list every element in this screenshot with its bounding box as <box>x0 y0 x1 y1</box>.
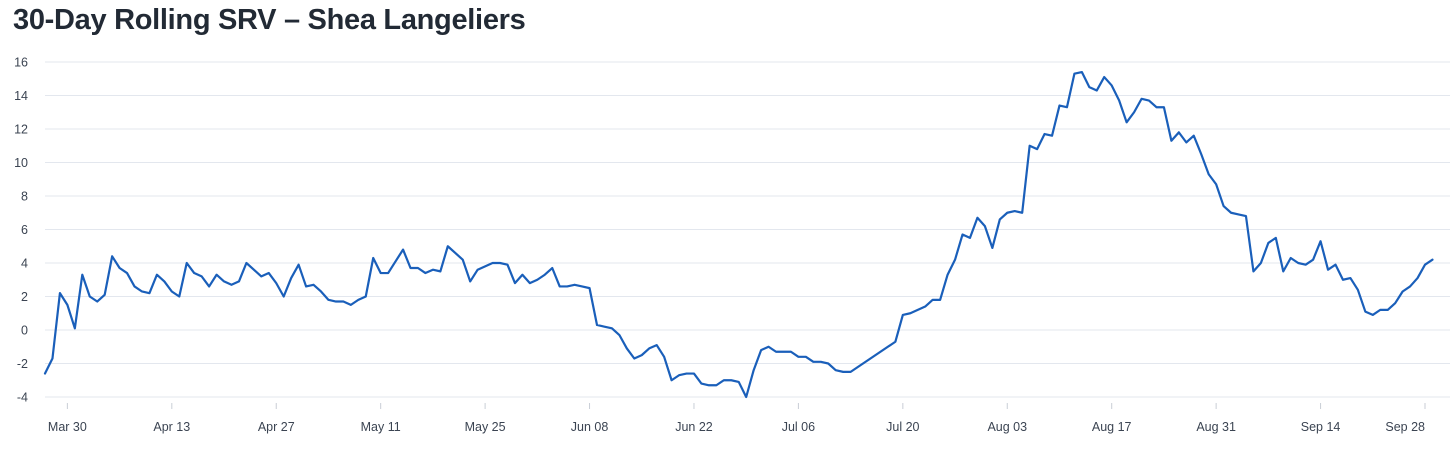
y-tick-label: 10 <box>14 156 28 170</box>
series-layer <box>43 70 1434 399</box>
y-tick-label: 8 <box>21 190 28 204</box>
x-axis: Mar 30 Apr 13 Apr 27 May 11 May 25 Jun 08 Jun … <box>48 403 1426 434</box>
x-tick-label: May 25 <box>465 420 506 434</box>
x-tick-label: Sep 28 <box>1385 420 1425 434</box>
grid-lines <box>45 61 1450 398</box>
x-tick-label: Jun 08 <box>571 420 609 434</box>
x-tick-label: Aug 17 <box>1092 420 1132 434</box>
x-tick-label: May 11 <box>361 420 401 434</box>
y-tick-label: 12 <box>14 123 28 137</box>
y-tick-label: -2 <box>17 357 28 371</box>
y-axis: 16 14 12 10 8 6 4 2 0 -2 -4 <box>14 56 28 405</box>
x-tick-label: Jul 06 <box>782 420 815 434</box>
x-tick-label: Jun 22 <box>675 420 713 434</box>
y-tick-label: 0 <box>21 324 28 338</box>
y-tick-label: 2 <box>21 290 28 304</box>
y-tick-label: 16 <box>14 56 28 70</box>
chart-title: 30-Day Rolling SRV – Shea Langeliers <box>13 4 526 36</box>
x-tick-label: Apr 13 <box>153 420 190 434</box>
x-tick-label: Mar 30 <box>48 420 87 434</box>
y-tick-label: 4 <box>21 257 28 271</box>
y-tick-label: -4 <box>17 391 28 405</box>
series-line <box>43 70 1434 399</box>
x-tick-label: Sep 14 <box>1301 420 1341 434</box>
y-tick-label: 14 <box>14 89 28 103</box>
x-tick-label: Jul 20 <box>886 420 919 434</box>
x-tick-label: Apr 27 <box>258 420 295 434</box>
x-tick-label: Aug 03 <box>987 420 1027 434</box>
y-tick-label: 6 <box>21 223 28 237</box>
x-tick-label: Aug 31 <box>1196 420 1236 434</box>
